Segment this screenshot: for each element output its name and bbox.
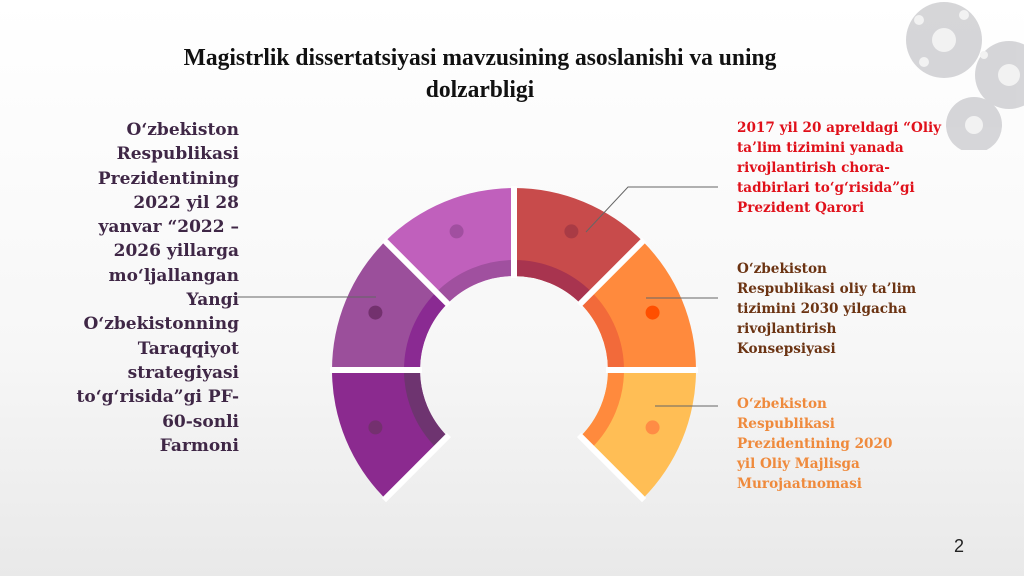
segment-inner-band-bottom-left [404, 370, 448, 448]
segment-dot-left [368, 305, 383, 320]
segment-inner-band-left [404, 292, 448, 370]
left-text-line: O‘zbekiston [126, 120, 239, 140]
left-text-line: yanvar “2022 – [98, 217, 239, 238]
right-text-line: Respublikasi oliy ta’lim [737, 281, 917, 297]
left-text-line: to‘g‘risida”gi PF- [76, 387, 239, 408]
title-line: dolzarbligi [425, 77, 535, 103]
segment-dot-right [645, 305, 660, 320]
right-text-line: ta’lim tizimini yanada [737, 140, 904, 156]
segment-separator [576, 237, 647, 308]
segment-inner-band-bottom-right [580, 370, 624, 448]
right-text-line: Konsepsiyasi [737, 341, 836, 357]
segment-dot-top-right [564, 224, 579, 239]
right-text-line: O‘zbekiston [737, 261, 827, 277]
gears-decoration [906, 2, 1024, 150]
segment-dot-bottom-left [368, 420, 383, 435]
right-text-block-1: 2017 yil 20 apreldagi “Oliy ta’lim tizimi… [737, 118, 941, 218]
left-text-line: Farmoni [159, 435, 239, 456]
left-text-line: mo‘ljallangan [108, 265, 239, 286]
segment-dot-top-left [449, 224, 464, 239]
left-text-block: O‘zbekiston Respublikasi Prezidentining 202… [77, 118, 239, 458]
segment-inner-band-top-right [514, 260, 592, 304]
right-text-line: 2017 yil 20 apreldagi “Oliy [737, 120, 942, 136]
right-text-line: tadbirlari to‘g‘risida”gi [737, 180, 915, 196]
left-text-line: Yangi [186, 290, 239, 311]
right-text-line: rivojlantirish [737, 321, 837, 337]
right-text-line: Prezidentining 2020 [737, 436, 893, 452]
segment-dot-bottom-right [645, 420, 660, 435]
left-text-line: Prezidentining [97, 168, 239, 189]
right-text-line: Murojaatnomasi [737, 476, 862, 492]
left-text-line: Respublikasi [116, 144, 239, 165]
right-text-line: Prezident Qarori [737, 200, 865, 216]
right-text-block-2: O‘zbekiston Respublikasi oliy ta’lim tizim… [737, 259, 916, 359]
segment-separator [576, 432, 647, 503]
left-text-line: Taraqqiyot [137, 338, 239, 359]
left-text-line: 2022 yil 28 [133, 192, 239, 213]
left-text-line: 60-sonli [162, 411, 239, 432]
right-text-line: Respublikasi [737, 416, 835, 432]
left-text-line: 2026 yillarga [113, 241, 239, 262]
title-line: Magistrlik dissertatsiyasi mavzusining a… [183, 45, 777, 71]
segment-separator [381, 432, 452, 503]
right-text-line: rivojlantirish chora- [737, 160, 890, 176]
segment-separator [381, 237, 452, 308]
left-text-line: strategiyasi [127, 362, 239, 383]
right-text-line: yil Oliy Majlisga [737, 456, 860, 472]
left-text-line: O‘zbekistonning [83, 314, 239, 335]
segment-inner-band-right [580, 292, 624, 370]
connector-line [585, 186, 718, 233]
page-number: 2 [953, 536, 964, 556]
right-text-line: tizimini 2030 yilgacha [737, 301, 907, 317]
slide-title: Magistrlik dissertatsiyasi mavzusining a… [68, 42, 891, 106]
right-text-line: O‘zbekiston [737, 396, 827, 412]
segment-inner-band-top-left [436, 260, 514, 304]
right-text-block-3: O‘zbekiston Respublikasi Prezidentining 20… [737, 394, 892, 494]
